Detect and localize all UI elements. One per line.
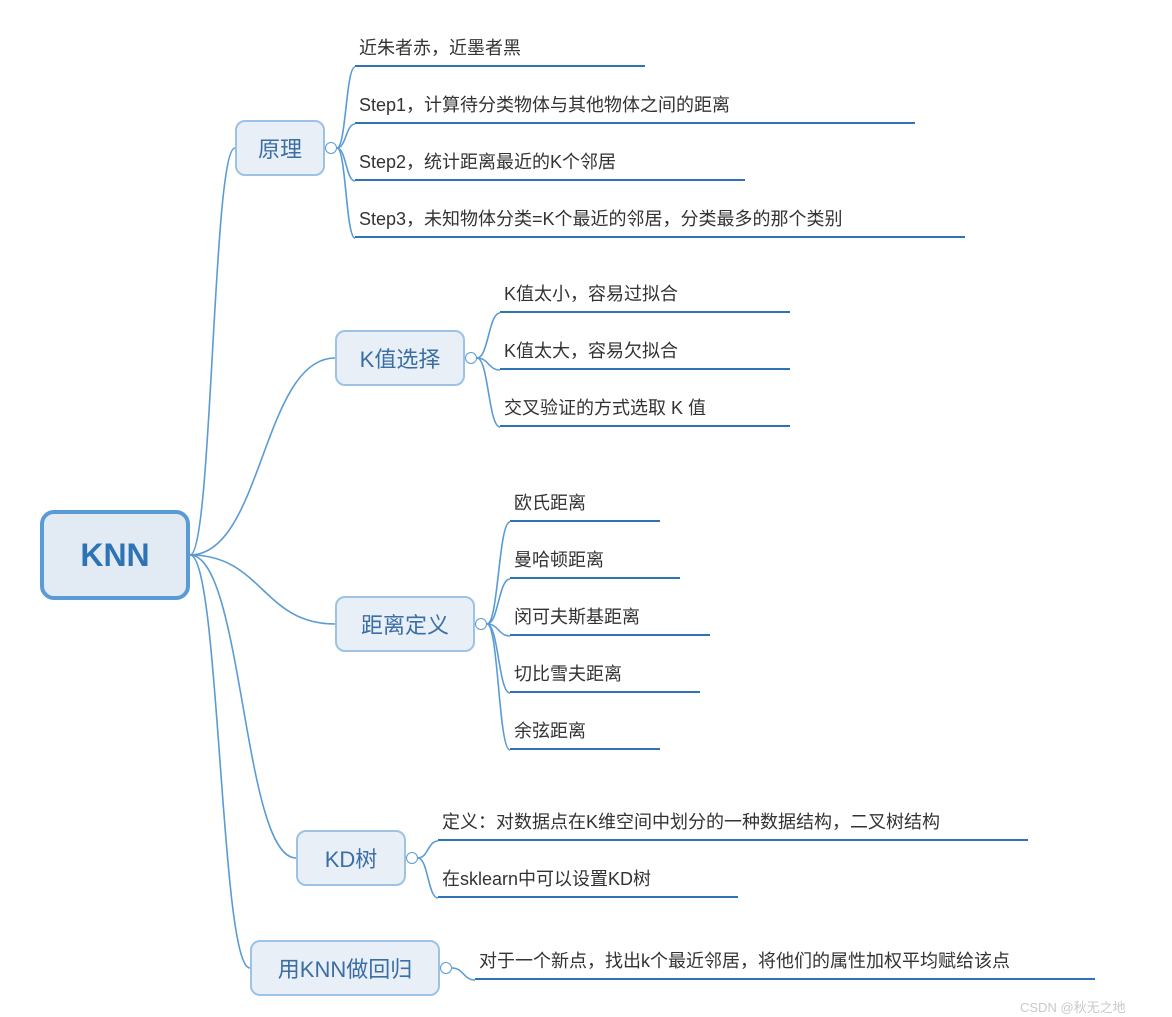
branch-node[interactable]: K值选择 <box>335 330 465 386</box>
leaf-node: 定义：对数据点在K维空间中划分的一种数据结构，二叉树结构 <box>438 809 1028 841</box>
leaf-node: 余弦距离 <box>510 718 660 750</box>
expand-toggle[interactable] <box>406 852 418 864</box>
leaf-node: K值太大，容易欠拟合 <box>500 338 790 370</box>
leaf-node: 曼哈顿距离 <box>510 547 680 579</box>
expand-toggle[interactable] <box>465 352 477 364</box>
leaf-node: Step2，统计距离最近的K个邻居 <box>355 149 745 181</box>
leaf-node: 对于一个新点，找出k个最近邻居，将他们的属性加权平均赋给该点 <box>475 948 1095 980</box>
leaf-node: 切比雪夫距离 <box>510 661 700 693</box>
leaf-node: 交叉验证的方式选取 K 值 <box>500 395 790 427</box>
branch-node[interactable]: 原理 <box>235 120 325 176</box>
expand-toggle[interactable] <box>475 618 487 630</box>
leaf-node: 近朱者赤，近墨者黑 <box>355 35 645 67</box>
leaf-node: 闵可夫斯基距离 <box>510 604 710 636</box>
watermark-text: CSDN @秋无之地 <box>1020 997 1126 1016</box>
expand-toggle[interactable] <box>440 962 452 974</box>
leaf-node: Step3，未知物体分类=K个最近的邻居，分类最多的那个类别 <box>355 206 965 238</box>
leaf-node: 在sklearn中可以设置KD树 <box>438 866 738 898</box>
root-node[interactable]: KNN <box>40 510 190 600</box>
leaf-node: 欧氏距离 <box>510 490 660 522</box>
leaf-node: K值太小，容易过拟合 <box>500 281 790 313</box>
branch-node[interactable]: KD树 <box>296 830 406 886</box>
leaf-node: Step1，计算待分类物体与其他物体之间的距离 <box>355 92 915 124</box>
branch-node[interactable]: 距离定义 <box>335 596 475 652</box>
branch-node[interactable]: 用KNN做回归 <box>250 940 440 996</box>
expand-toggle[interactable] <box>325 142 337 154</box>
